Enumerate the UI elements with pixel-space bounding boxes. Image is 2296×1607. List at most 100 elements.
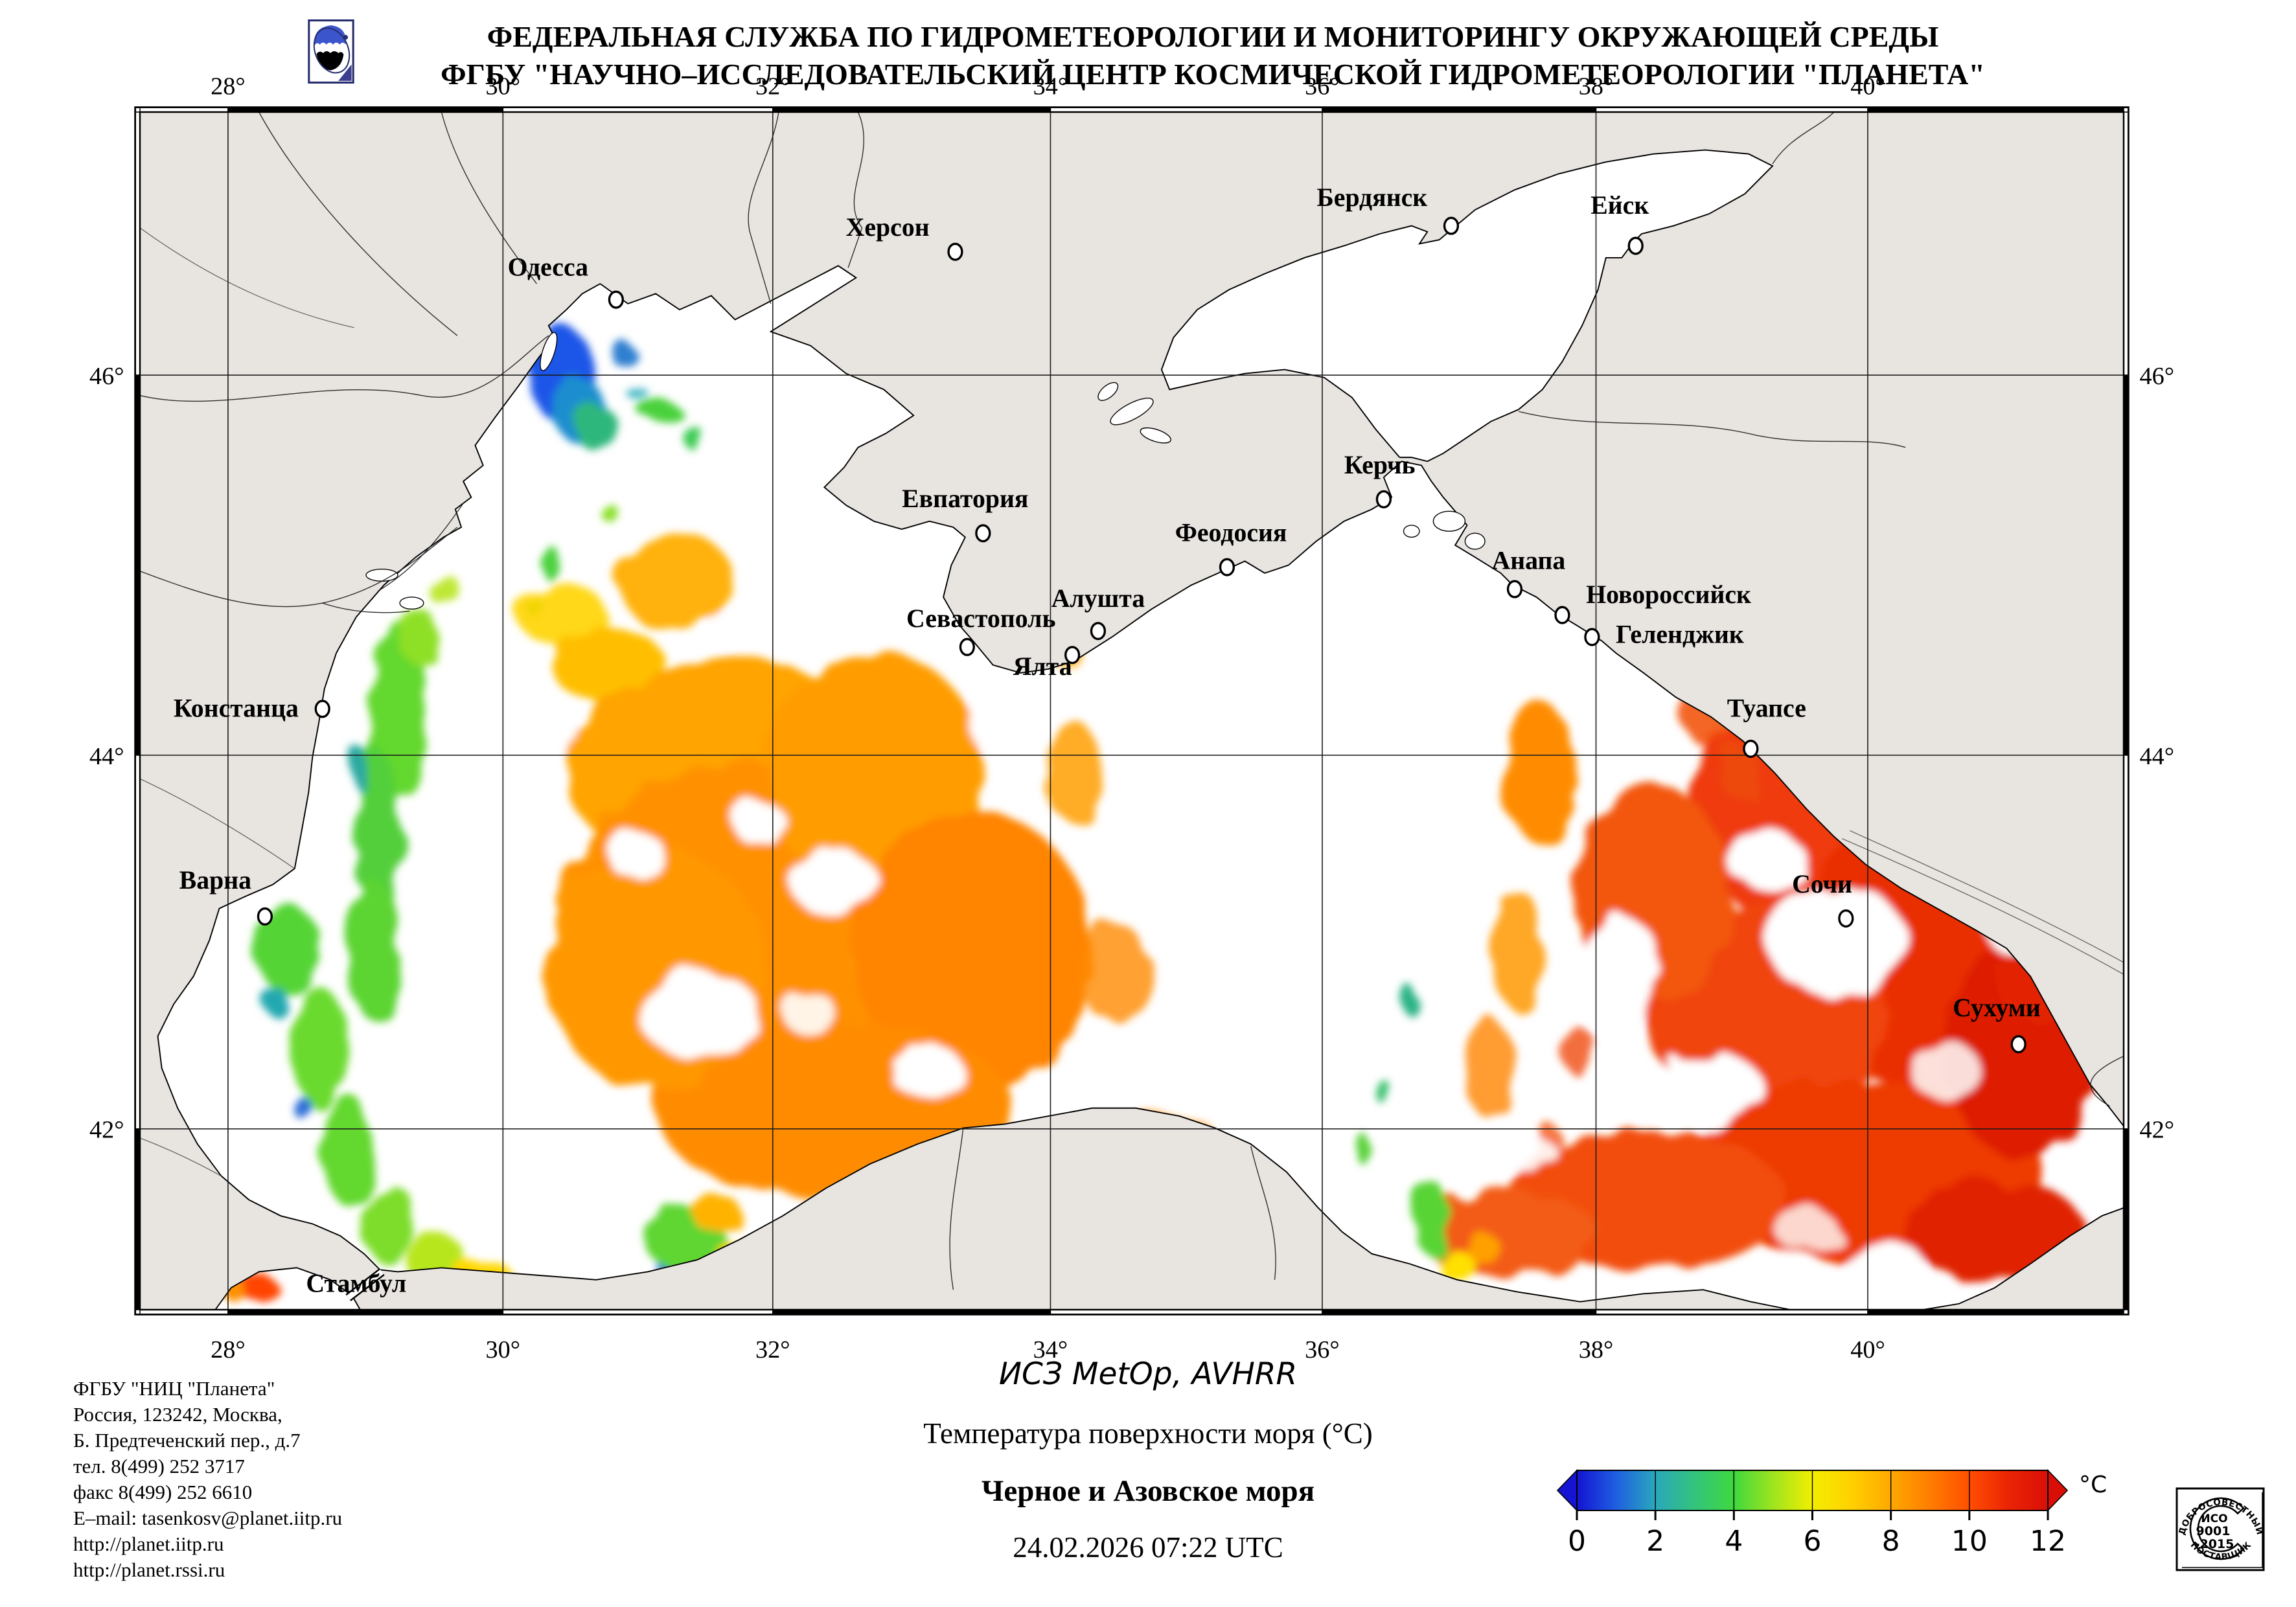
lakes [365, 332, 1486, 610]
colorbar-left-arrow [1556, 1469, 1578, 1512]
city-Евпатория: Евпатория [902, 484, 1028, 543]
lat-label-right: 44° [2139, 743, 2174, 770]
city-Одесса: Одесса [508, 253, 624, 309]
city-label: Феодосия [1175, 518, 1287, 547]
stamp-9001-text: 9001 [2196, 1524, 2231, 1538]
map-canvas: Одесса Херсон Бердянск Ейск Керчь Евпатория Фе… [89, 73, 2174, 1363]
colorbar-right-arrow [2047, 1469, 2069, 1512]
city-label: Стамбул [306, 1268, 406, 1297]
city-label: Варна [179, 865, 251, 895]
city-label: Констанца [174, 694, 299, 723]
city-dot [257, 907, 273, 926]
lon-label-bottom: 40° [1850, 1336, 1885, 1363]
city-Сухуми: Сухуми [1953, 993, 2041, 1054]
city-label: Алушта [1051, 584, 1145, 613]
iso-9001-stamp-icon: ДОБРОСОВЕСТНЫЙ ПОСТАВЩИК ИСО 9001 -2015 [2175, 1487, 2265, 1571]
city-label: Херсон [846, 212, 930, 242]
city-dot [1838, 909, 1854, 928]
city-Ялта: Ялта [1013, 646, 1081, 681]
colorbar-tick-label: 10 [1951, 1525, 1988, 1558]
city-Севастополь: Севастополь [906, 604, 1056, 656]
city-dot [1064, 646, 1081, 665]
city-Анапа: Анапа [1491, 546, 1565, 598]
caption-block: ИСЗ MetOp, AVHRR Температура поверхности… [0, 1356, 2296, 1564]
city-dot [975, 524, 991, 543]
planeta-logo-icon [308, 19, 354, 84]
city-label: Евпатория [902, 484, 1028, 513]
datetime-caption: 24.02.2026 07:22 UTC [1013, 1531, 1283, 1564]
colorbar-tick-label: 0 [1568, 1525, 1586, 1558]
city-label: Одесса [508, 253, 588, 282]
city-dot [608, 290, 624, 309]
city-Сочи: Сочи [1792, 869, 1854, 928]
city-label: Ейск [1590, 190, 1649, 220]
colorbar-tick-label: 6 [1804, 1525, 1822, 1558]
city-label: Геленджик [1616, 620, 1744, 649]
city-dot [1743, 740, 1759, 758]
lat-label-left: 42° [89, 1117, 124, 1144]
city-dot [1375, 490, 1392, 508]
city-dot [1584, 628, 1600, 646]
city-dot [1506, 580, 1523, 598]
lon-label-bottom: 38° [1579, 1336, 1614, 1363]
city-label: Новороссийск [1586, 580, 1751, 609]
lon-label-bottom: 36° [1305, 1336, 1340, 1363]
city-markers: Одесса Херсон Бердянск Ейск Керчь Евпатория Фе… [174, 183, 2041, 1298]
lon-label-top: 40° [1850, 73, 1885, 100]
sst-map: Одесса Херсон Бердянск Ейск Керчь Евпатория Фе… [89, 73, 2174, 1363]
colorbar-tick-label: 12 [2030, 1525, 2066, 1558]
header: ФЕДЕРАЛЬНАЯ СЛУЖБА ПО ГИДРОМЕТЕОРОЛОГИИ … [0, 0, 2296, 110]
stamp-iso-text: ИСО [2201, 1512, 2227, 1525]
lon-label-bottom: 28° [211, 1336, 246, 1363]
lat-label-right: 42° [2139, 1117, 2174, 1144]
city-Констанца: Констанца [174, 694, 330, 723]
city-dot [2010, 1035, 2026, 1054]
contact-line: тел. 8(499) 252 3717 [73, 1455, 245, 1477]
logo-globe-mouth [316, 51, 344, 71]
contact-line: http://planet.iitp.ru [73, 1533, 224, 1555]
lon-label-top: 32° [755, 73, 790, 100]
city-dot [1443, 216, 1460, 235]
parameter-caption: Температура поверхности моря (°C) [923, 1417, 1373, 1450]
lon-label-top: 36° [1305, 73, 1340, 100]
stamp-2015-text: -2015 [2195, 1537, 2234, 1551]
city-label: Керчь [1344, 450, 1416, 479]
axis-labels: 28° 28° 30° 30° 32° 32° 34° 34° 36° 36° 38° 38° 40° 4… [89, 73, 2174, 1363]
lon-label-top: 28° [211, 73, 246, 100]
lat-label-right: 46° [2139, 363, 2174, 390]
city-label: Сочи [1792, 869, 1852, 898]
lon-label-top: 30° [486, 73, 521, 100]
header-title-line1: ФЕДЕРАЛЬНАЯ СЛУЖБА ПО ГИДРОМЕТЕОРОЛОГИИ … [487, 20, 1939, 53]
colorbar-canvas: 0 2 4 6 8 10 12 °C [1556, 1469, 2107, 1558]
city-Керчь: Керчь [1344, 450, 1416, 508]
contact-line: Б. Предтеченский пер., д.7 [73, 1429, 301, 1452]
colorbar-unit: °C [2079, 1472, 2107, 1498]
city-Алушта: Алушта [1051, 584, 1145, 641]
city-dot [959, 637, 975, 656]
contact-line: http://planet.rssi.ru [73, 1558, 225, 1581]
city-Бердянск: Бердянск [1316, 183, 1460, 235]
city-dot [1627, 236, 1644, 255]
logo-globe-cap [314, 25, 346, 46]
city-label: Ялта [1013, 652, 1072, 681]
lat-label-left: 44° [89, 743, 124, 770]
colorbar-tick-label: 8 [1882, 1525, 1900, 1558]
city-label: Бердянск [1316, 183, 1427, 212]
lon-label-bottom: 30° [486, 1336, 521, 1363]
city-Херсон: Херсон [846, 212, 963, 261]
borders [139, 227, 2124, 1177]
colorbar-tick-label: 2 [1646, 1525, 1664, 1558]
city-dot [1554, 606, 1570, 624]
city-label: Сухуми [1953, 993, 2040, 1022]
contact-line: ФГБУ "НИЦ "Планета" [73, 1377, 275, 1400]
city-label: Севастополь [906, 604, 1056, 633]
city-Стамбул: Стамбул [306, 1268, 406, 1297]
contact-line: факс 8(499) 252 6610 [73, 1481, 253, 1503]
city-dot [1090, 622, 1107, 641]
city-dot [947, 242, 963, 261]
lon-label-bottom: 34° [1033, 1336, 1068, 1363]
stamp-c-shape [2189, 1497, 2245, 1560]
city-Феодосия: Феодосия [1175, 518, 1287, 576]
contact-line: Россия, 123242, Москва, [73, 1403, 282, 1426]
lon-label-top: 38° [1579, 73, 1614, 100]
